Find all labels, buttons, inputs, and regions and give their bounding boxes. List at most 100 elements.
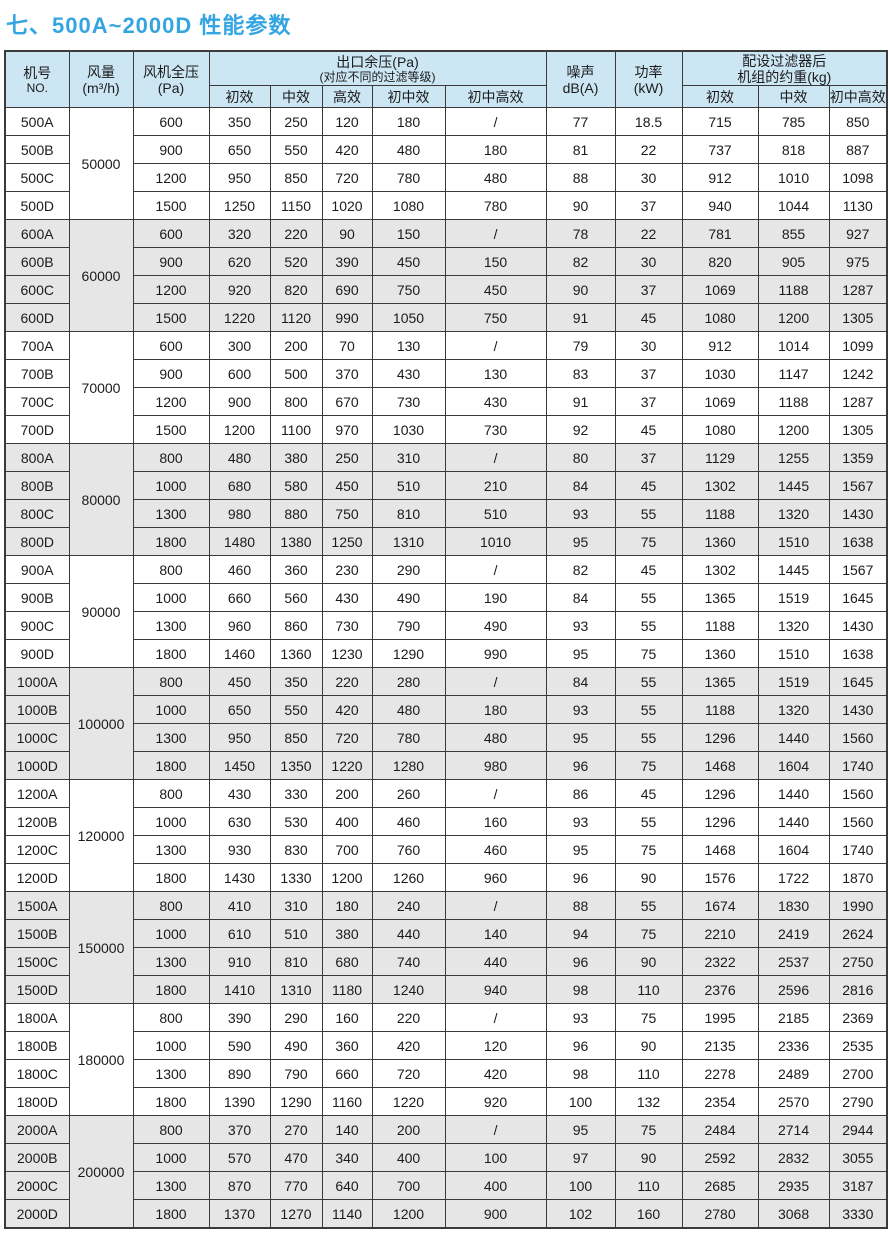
- weight-primary-cell: 2484: [681, 1115, 759, 1144]
- page-title: 七、500A~2000D 性能参数: [6, 13, 292, 38]
- outlet-primary-cell: 930: [208, 835, 271, 864]
- outlet-hepa-cell: 200: [321, 779, 373, 808]
- outlet-hepa-cell: 180: [321, 891, 373, 920]
- power-kw-cell: 37: [614, 387, 683, 416]
- outlet-primary-medium-hepa-cell: 120: [444, 1031, 547, 1060]
- outlet-primary-medium-hepa-cell: /: [444, 443, 547, 472]
- table-row: 1000C 1300 950 850 720 780 480 95 55 1296 1440 1560: [4, 723, 888, 752]
- outlet-primary-medium-hepa-cell: 440: [444, 947, 547, 976]
- noise-dba-cell: 78: [545, 219, 616, 248]
- weight-primary-medium-hepa-cell: 1990: [828, 891, 888, 920]
- table-row: 1800D 1800 1390 1290 1160 1220 920 100 132 2354 25…: [4, 1087, 888, 1116]
- airflow-cell: 180000: [68, 1003, 134, 1116]
- outlet-medium-cell: 360: [269, 555, 323, 584]
- outlet-primary-cell: 960: [208, 611, 271, 640]
- table-row: 800D 1800 1480 1380 1250 1310 1010 95 75 1360 1510…: [4, 527, 888, 556]
- outlet-hepa-cell: 700: [321, 835, 373, 864]
- outlet-primary-cell: 1410: [208, 975, 271, 1004]
- table-row: 2000B 1000 570 470 340 400 100 97 90 2592 2832 3055: [4, 1143, 888, 1172]
- table-row: 1500A 150000 800 410 310 180 240/88 55 1674 1830 1…: [4, 891, 888, 1004]
- power-kw-cell: 90: [614, 1031, 683, 1060]
- model-no-cell: 600C: [4, 275, 70, 304]
- outlet-medium-cell: 1100: [269, 415, 323, 444]
- header-noise: 噪声 dB(A): [545, 50, 616, 108]
- noise-dba-cell: 95: [545, 527, 616, 556]
- outlet-medium-cell: 290: [269, 1003, 323, 1032]
- outlet-primary-cell: 1390: [208, 1087, 271, 1116]
- weight-primary-cell: 940: [681, 191, 759, 220]
- weight-medium-cell: 1722: [757, 863, 830, 892]
- weight-medium-cell: 2935: [757, 1171, 830, 1200]
- outlet-primary-medium-cell: 130: [371, 331, 446, 360]
- airflow-cell: 100000: [68, 667, 134, 780]
- weight-medium-cell: 1510: [757, 639, 830, 668]
- fan-total-pressure-cell: 900: [132, 359, 210, 388]
- outlet-primary-medium-cell: 1220: [371, 1087, 446, 1116]
- table-row: 1800A 180000 800 390 290 160 220/93 75 1995 2185 2…: [4, 1003, 888, 1116]
- weight-primary-cell: 1069: [681, 275, 759, 304]
- model-no-cell: 900A: [4, 555, 70, 584]
- weight-primary-cell: 2780: [681, 1199, 759, 1229]
- fan-total-pressure-cell: 900: [132, 135, 210, 164]
- table-row: 1000B 1000 650 550 420 480 180 93 55 1188 1320 1430: [4, 695, 888, 724]
- outlet-primary-medium-cell: 420: [371, 1031, 446, 1060]
- outlet-medium-cell: 380: [269, 443, 323, 472]
- weight-primary-medium-hepa-cell: 1305: [828, 415, 888, 444]
- outlet-hepa-cell: 660: [321, 1059, 373, 1088]
- table-row: 1500C 1300 910 810 680 740 440 96 90 2322 2537 2750: [4, 947, 888, 976]
- table-row: 800C 1300 980 880 750 810 510 93 55 1188 1320 1430: [4, 499, 888, 528]
- outlet-primary-medium-cell: 1260: [371, 863, 446, 892]
- airflow-cell: 60000: [68, 219, 134, 332]
- noise-dba-cell: 96: [545, 863, 616, 892]
- table-row: 2000D 1800 1370 1270 1140 1200 900 102 160 2780 30…: [4, 1199, 888, 1229]
- airflow-cell: 80000: [68, 443, 134, 556]
- fan-total-pressure-cell: 1300: [132, 947, 210, 976]
- outlet-primary-medium-hepa-cell: 750: [444, 303, 547, 332]
- weight-medium-cell: 2185: [757, 1003, 830, 1032]
- header-outlet-pressure-group: 出口余压(Pa) (对应不同的过滤等级): [208, 50, 547, 86]
- fan-total-pressure-cell: 1500: [132, 191, 210, 220]
- header-power: 功率 (kW): [614, 50, 683, 108]
- power-kw-cell: 30: [614, 247, 683, 276]
- outlet-primary-medium-cell: 280: [371, 667, 446, 696]
- outlet-primary-medium-hepa-cell: 920: [444, 1087, 547, 1116]
- outlet-primary-medium-cell: 730: [371, 387, 446, 416]
- header-weight-group: 配设过滤器后 机组的约重(kg): [681, 50, 888, 86]
- airflow-cell: 70000: [68, 331, 134, 444]
- model-no-cell: 1500A: [4, 891, 70, 920]
- fan-total-pressure-cell: 600: [132, 107, 210, 136]
- outlet-hepa-cell: 90: [321, 219, 373, 248]
- outlet-hepa-cell: 720: [321, 163, 373, 192]
- table-row: 900C 1300 960 860 730 790 490 93 55 1188 1320 1430: [4, 611, 888, 640]
- outlet-primary-medium-hepa-cell: 980: [444, 751, 547, 780]
- outlet-primary-cell: 320: [208, 219, 271, 248]
- table-row: 1500B 1000 610 510 380 440 140 94 75 2210 2419 2624: [4, 919, 888, 948]
- outlet-medium-cell: 330: [269, 779, 323, 808]
- outlet-medium-cell: 550: [269, 135, 323, 164]
- airflow-cell: 150000: [68, 891, 134, 1004]
- weight-primary-cell: 912: [681, 331, 759, 360]
- outlet-primary-medium-cell: 1050: [371, 303, 446, 332]
- outlet-primary-cell: 950: [208, 723, 271, 752]
- weight-medium-cell: 1510: [757, 527, 830, 556]
- fan-total-pressure-cell: 1000: [132, 807, 210, 836]
- header-weight-primary-medium-hepa: 初中高效: [828, 85, 888, 108]
- outlet-primary-cell: 1200: [208, 415, 271, 444]
- weight-primary-medium-hepa-cell: 1287: [828, 387, 888, 416]
- weight-medium-cell: 1188: [757, 275, 830, 304]
- weight-primary-cell: 737: [681, 135, 759, 164]
- table-row: 600C 1200 920 820 690 750 450 90 37 1069 1188 1287: [4, 275, 888, 304]
- power-kw-cell: 75: [614, 1115, 683, 1144]
- power-kw-cell: 110: [614, 1171, 683, 1200]
- outlet-hepa-cell: 970: [321, 415, 373, 444]
- table-row: 700C 1200 900 800 670 730 430 91 37 1069 1188 1287: [4, 387, 888, 416]
- weight-primary-medium-hepa-cell: 1560: [828, 807, 888, 836]
- outlet-primary-cell: 410: [208, 891, 271, 920]
- model-no-cell: 800B: [4, 471, 70, 500]
- outlet-primary-medium-hepa-cell: 210: [444, 471, 547, 500]
- noise-dba-cell: 93: [545, 499, 616, 528]
- weight-medium-cell: 1830: [757, 891, 830, 920]
- noise-dba-cell: 90: [545, 275, 616, 304]
- fan-total-pressure-cell: 800: [132, 555, 210, 584]
- outlet-medium-cell: 510: [269, 919, 323, 948]
